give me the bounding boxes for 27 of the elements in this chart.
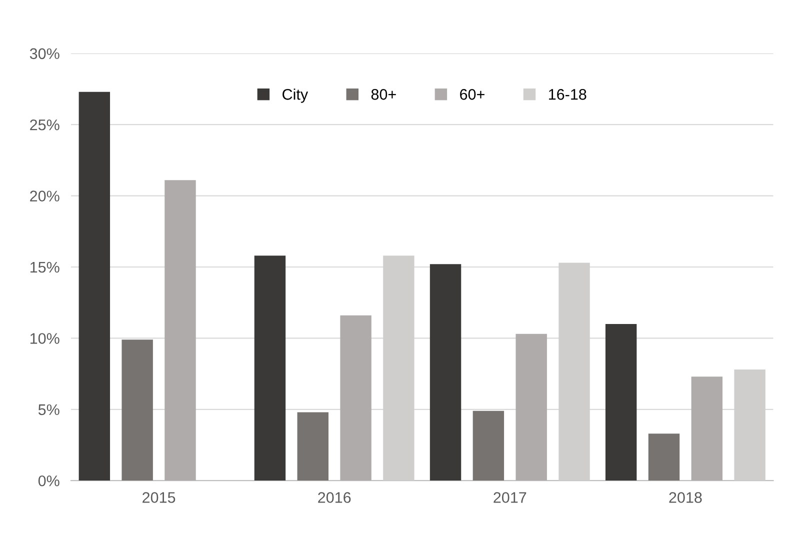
x-tick-label: 2015 (142, 492, 176, 503)
x-tick-label: 2016 (318, 492, 351, 503)
bar (340, 315, 372, 481)
bar (297, 412, 328, 481)
y-tick-label: 15% (30, 262, 60, 273)
bar (78, 92, 110, 481)
bar (430, 264, 462, 481)
legend-label: 16-18 (548, 88, 586, 100)
y-tick-label: 20% (30, 190, 60, 202)
x-tick-label: 2018 (669, 492, 702, 503)
x-tick-label: 2017 (494, 492, 526, 503)
bar (648, 434, 680, 481)
legend-label: 80+ (371, 88, 396, 100)
legend-label: 60+ (460, 88, 484, 100)
y-tick-label: 30% (30, 48, 60, 60)
bar (254, 256, 286, 481)
y-tick-label: 10% (30, 333, 60, 344)
bar (472, 410, 504, 481)
legend-label: City (282, 88, 308, 103)
bar (691, 376, 723, 481)
bar (164, 180, 196, 481)
bar (605, 324, 637, 481)
y-tick-label: 25% (30, 119, 60, 130)
y-tick-label: 5% (38, 404, 60, 416)
y-tick-label: 0% (38, 475, 60, 486)
bar (516, 334, 547, 481)
bar (122, 340, 153, 481)
